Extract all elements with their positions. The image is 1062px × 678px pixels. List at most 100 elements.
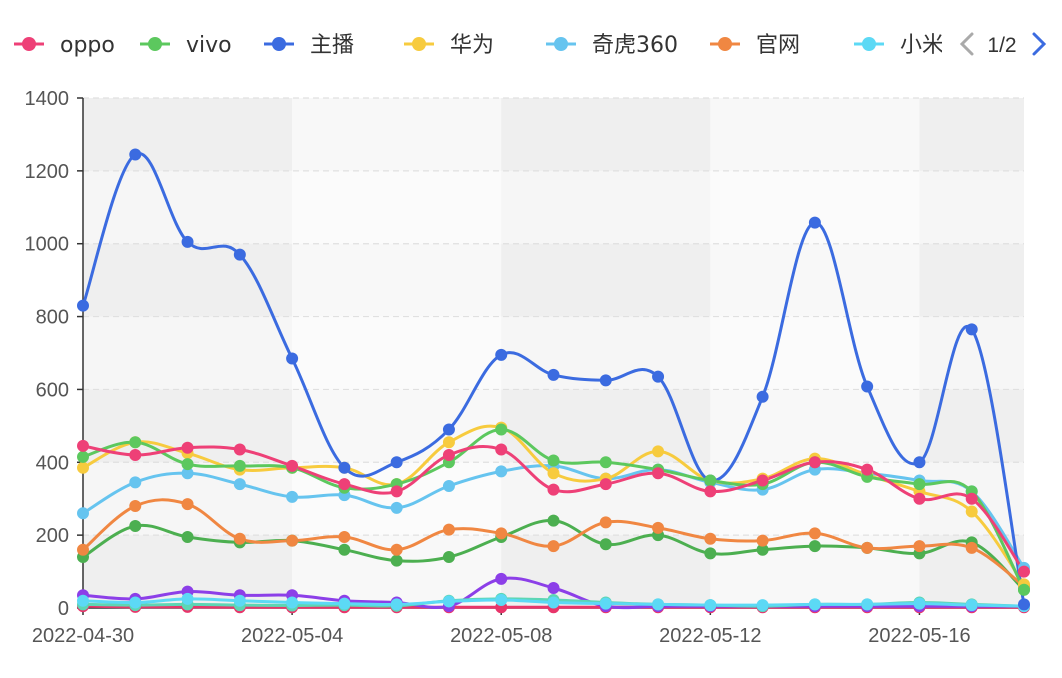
data-point[interactable] [704,547,717,560]
data-point[interactable] [233,478,246,491]
data-point[interactable] [390,485,403,498]
data-point[interactable] [233,248,246,261]
data-point[interactable] [442,595,455,608]
data-point[interactable] [390,598,403,611]
data-point[interactable] [495,527,508,540]
legend-item[interactable]: vivo [140,33,232,58]
data-point[interactable] [547,514,560,527]
data-point[interactable] [442,523,455,536]
data-point[interactable] [286,459,299,472]
data-point[interactable] [129,148,142,161]
data-point[interactable] [286,534,299,547]
data-point[interactable] [129,500,142,512]
data-point[interactable] [652,521,665,534]
data-point[interactable] [547,540,560,553]
data-point[interactable] [495,443,508,456]
data-point[interactable] [652,467,665,480]
data-point[interactable] [338,543,351,556]
data-point[interactable] [913,597,926,610]
data-point[interactable] [913,478,926,491]
data-point[interactable] [756,390,769,403]
data-point[interactable] [704,599,717,612]
data-point[interactable] [808,456,821,469]
data-point[interactable] [442,449,455,461]
data-point[interactable] [181,592,194,605]
data-point[interactable] [442,436,455,449]
legend-prev-icon[interactable] [959,32,974,56]
data-point[interactable] [599,456,612,469]
data-point[interactable] [913,540,926,553]
data-point[interactable] [704,474,717,487]
data-point[interactable] [547,596,560,609]
data-point[interactable] [390,456,403,469]
legend-item[interactable]: 主播 [264,33,354,58]
data-point[interactable] [1018,598,1030,611]
data-point[interactable] [547,368,560,381]
data-point[interactable] [861,598,874,611]
data-point[interactable] [756,534,769,547]
data-point[interactable] [77,450,89,463]
data-point[interactable] [547,454,560,467]
data-point[interactable] [338,530,351,543]
data-point[interactable] [1018,565,1030,578]
data-point[interactable] [286,352,299,365]
data-point[interactable] [652,445,665,458]
data-point[interactable] [129,520,142,533]
data-point[interactable] [233,459,246,472]
data-point[interactable] [77,543,89,556]
data-point[interactable] [861,380,874,393]
data-point[interactable] [129,596,142,609]
data-point[interactable] [652,598,665,611]
data-point[interactable] [338,461,351,474]
data-point[interactable] [599,516,612,529]
legend[interactable]: oppo vivo 主播 华为 奇虎360 官网 小米 1/2 [14,32,1047,58]
data-point[interactable] [808,216,821,229]
data-point[interactable] [547,581,560,594]
data-point[interactable] [599,597,612,610]
data-point[interactable] [547,467,560,480]
data-point[interactable] [181,530,194,543]
data-point[interactable] [861,463,874,476]
data-point[interactable] [181,498,194,511]
data-point[interactable] [808,598,821,611]
data-point[interactable] [77,507,89,520]
data-point[interactable] [338,478,351,491]
data-point[interactable] [965,599,978,612]
data-point[interactable] [233,594,246,607]
data-point[interactable] [77,299,89,312]
data-point[interactable] [129,476,142,489]
data-point[interactable] [129,449,142,461]
data-point[interactable] [495,348,508,361]
legend-item[interactable]: 小米 [854,33,944,58]
data-point[interactable] [495,423,508,436]
data-point[interactable] [861,541,874,554]
data-point[interactable] [599,538,612,551]
data-point[interactable] [181,441,194,454]
data-point[interactable] [390,543,403,556]
data-point[interactable] [652,370,665,383]
data-point[interactable] [129,436,142,449]
data-point[interactable] [756,474,769,487]
data-point[interactable] [547,483,560,496]
data-point[interactable] [599,374,612,387]
data-point[interactable] [704,532,717,545]
legend-item[interactable]: oppo [14,33,115,58]
legend-item[interactable]: 华为 [404,33,494,58]
data-point[interactable] [442,479,455,492]
data-point[interactable] [1018,583,1030,596]
data-point[interactable] [965,505,978,518]
data-point[interactable] [495,465,508,478]
legend-item[interactable]: 奇虎360 [546,33,678,58]
data-point[interactable] [913,492,926,505]
data-point[interactable] [442,423,455,436]
data-point[interactable] [599,478,612,491]
data-point[interactable] [442,551,455,563]
data-point[interactable] [808,527,821,540]
data-point[interactable] [965,492,978,505]
legend-item[interactable]: 官网 [710,33,800,58]
data-point[interactable] [181,458,194,471]
data-point[interactable] [338,597,351,610]
data-point[interactable] [181,235,194,248]
data-point[interactable] [233,443,246,456]
data-point[interactable] [704,485,717,498]
